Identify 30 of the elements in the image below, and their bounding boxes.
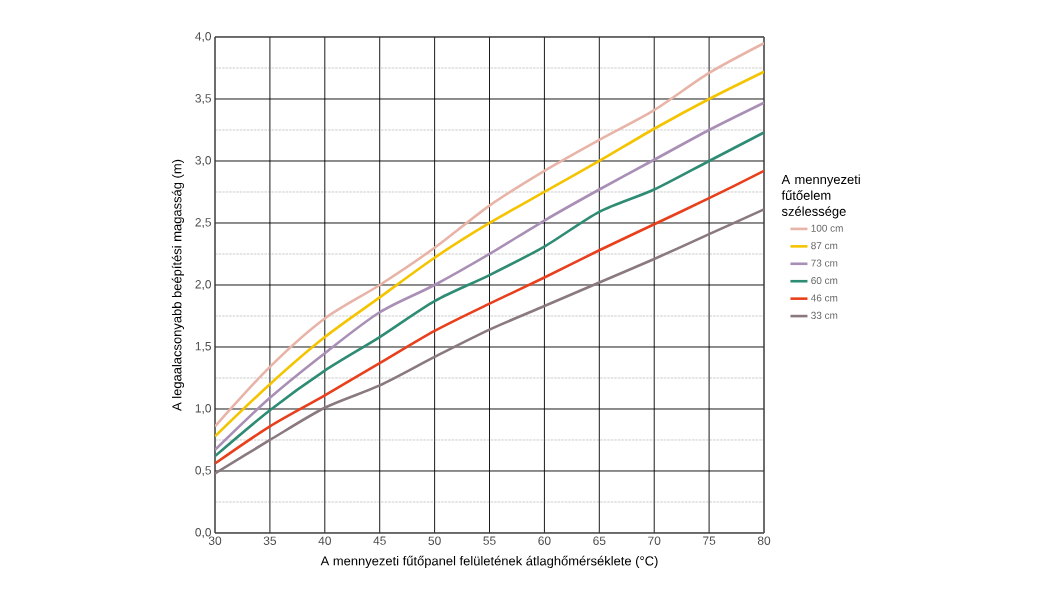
legend-label: 33 cm <box>811 311 838 319</box>
y-tick-label: 2,0 <box>195 280 212 290</box>
x-tick-label: 30 <box>208 536 222 545</box>
x-tick-label: 70 <box>648 536 661 545</box>
legend-label: 73 cm <box>811 259 838 267</box>
y-tick-label: 3,5 <box>195 94 211 104</box>
legend-label: 100 cm <box>811 224 843 232</box>
x-tick-label: 60 <box>538 536 551 545</box>
y-tick-label: 1,5 <box>195 342 211 352</box>
legend-label: 87 cm <box>811 242 838 250</box>
x-tick-label: 65 <box>593 536 606 545</box>
line-series <box>215 208 765 475</box>
x-tick-label: 35 <box>263 536 277 545</box>
x-tick-label: 45 <box>373 536 386 545</box>
y-tick-label: 0,0 <box>195 528 212 538</box>
legend-label: 60 cm <box>811 277 838 285</box>
legend-label: 46 cm <box>810 294 838 302</box>
y-tick-label: 2,5 <box>195 218 211 228</box>
x-tick-label: 80 <box>757 536 771 545</box>
x-tick-label: 50 <box>428 536 441 545</box>
x-axis-title: A mennyezeti fűtőpanel felületének átlaghőmérséklete (°C) <box>320 555 658 569</box>
y-tick-label: 1,0 <box>195 404 212 414</box>
x-tick-label: 55 <box>483 536 496 545</box>
legend-title: A mennyezeti fűtőelem szélessége <box>781 174 860 219</box>
x-tick-label: 40 <box>318 536 331 545</box>
y-tick-label: 3,0 <box>195 156 212 166</box>
x-tick-label: 75 <box>703 536 716 545</box>
y-tick-label: 4,0 <box>195 32 212 42</box>
y-axis-title: A legaalacsonyabb beépítési magasság (m) <box>171 159 185 411</box>
y-tick-label: 0,5 <box>195 466 211 476</box>
